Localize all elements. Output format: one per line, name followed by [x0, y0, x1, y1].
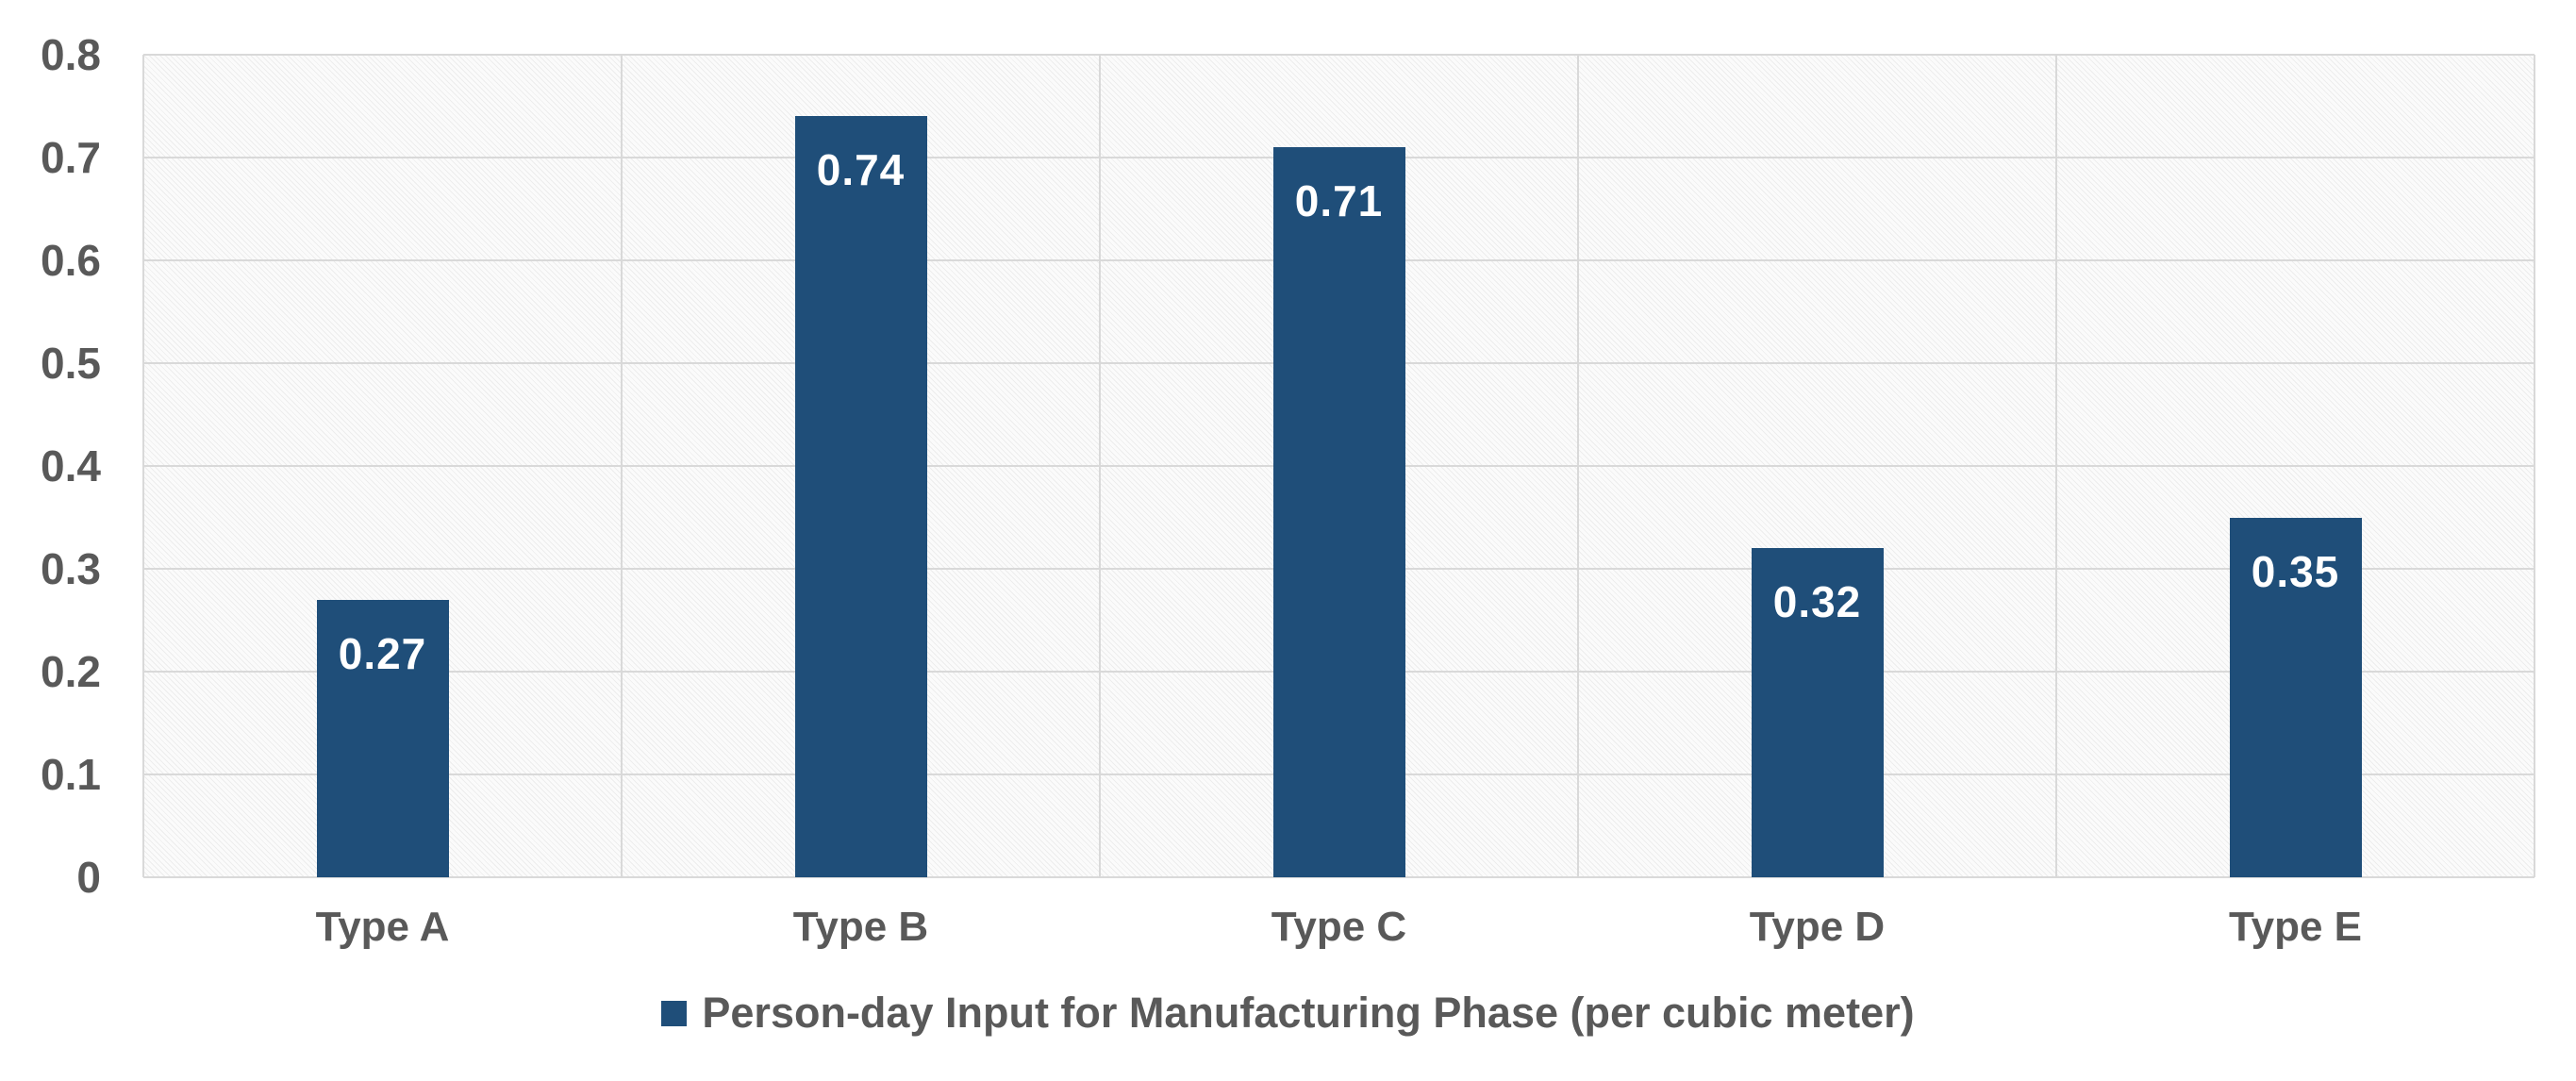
gridline-horizontal [143, 54, 2534, 56]
legend-swatch-icon [661, 1000, 688, 1026]
bar-type-a: 0.27 [316, 599, 449, 877]
y-axis-tick-label: 0.3 [41, 544, 101, 593]
x-axis-category-label: Type E [2228, 904, 2363, 950]
gridline-vertical [2534, 55, 2535, 877]
bar-type-d: 0.32 [1751, 548, 1884, 877]
legend-label: Person-day Input for Manufacturing Phase… [702, 989, 1915, 1037]
y-axis-tick-label: 0.5 [41, 339, 101, 388]
y-axis-tick-label: 0.1 [41, 750, 101, 799]
x-axis-category-label: Type B [792, 904, 929, 950]
y-axis-tick-label: 0.2 [41, 647, 101, 696]
y-axis-tick-label: 0 [76, 853, 101, 902]
x-axis-category-label: Type A [315, 904, 450, 950]
x-axis-category-label: Type D [1749, 904, 1886, 950]
bar-value-label: 0.27 [338, 628, 427, 678]
gridline-vertical [621, 55, 623, 877]
bar-type-e: 0.35 [2229, 517, 2362, 877]
plot-area: 0.27 0.74 0.71 0.32 0.35 [142, 54, 2535, 878]
y-axis-tick-label: 0.4 [41, 441, 101, 491]
y-axis-tick-label: 0.6 [41, 236, 101, 285]
gridline-vertical [1099, 55, 1101, 877]
bar-value-label: 0.74 [816, 145, 906, 195]
bar-value-label: 0.35 [2251, 546, 2340, 596]
gridline-vertical [142, 55, 144, 877]
gridline-vertical [1577, 55, 1579, 877]
bar-value-label: 0.71 [1294, 176, 1384, 226]
y-axis-tick-label: 0.8 [41, 30, 101, 79]
y-axis-tick-label: 0.7 [41, 133, 101, 182]
bar-type-b: 0.74 [794, 116, 927, 877]
gridline-vertical [2055, 55, 2057, 877]
bar-value-label: 0.32 [1772, 577, 1862, 627]
gridline-horizontal [143, 876, 2534, 878]
legend: Person-day Input for Manufacturing Phase… [0, 989, 2576, 1038]
x-axis-category-label: Type C [1271, 904, 1407, 950]
bar-type-c: 0.71 [1272, 147, 1405, 877]
